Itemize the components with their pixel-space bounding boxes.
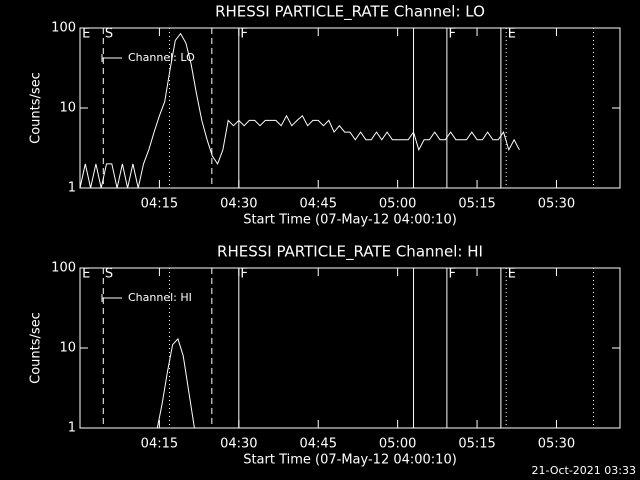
event-label: S (105, 267, 113, 282)
footer: 21-Oct-2021 03:33 (532, 464, 636, 477)
legend-label: Channel: LO (128, 51, 195, 64)
x-tick-label: 05:15 (458, 437, 495, 452)
legend-label: Channel: HI (128, 291, 192, 304)
chart-title: RHESSI PARTICLE_RATE Channel: HI (217, 243, 483, 262)
x-tick-label: 05:30 (538, 437, 575, 452)
event-label: F (240, 27, 247, 42)
event-label: E (508, 27, 516, 42)
y-tick-label: 10 (59, 341, 76, 356)
event-label: S (105, 27, 113, 42)
series-line (156, 337, 195, 429)
y-tick-label: 1 (68, 181, 76, 196)
event-label: E (82, 267, 90, 282)
y-tick-label: 10 (59, 101, 76, 116)
x-tick-label: 04:45 (300, 197, 337, 212)
y-tick-label: 1 (68, 421, 76, 436)
x-tick-label: 04:30 (220, 437, 257, 452)
x-tick-label: 05:00 (379, 437, 416, 452)
event-label: E (82, 27, 90, 42)
x-tick-label: 04:15 (141, 197, 178, 212)
x-tick-label: 05:30 (538, 197, 575, 212)
x-tick-label: 05:00 (379, 197, 416, 212)
y-tick-label: 100 (51, 261, 76, 276)
event-label: F (448, 27, 455, 42)
x-tick-label: 04:15 (141, 437, 178, 452)
event-label: F (448, 267, 455, 282)
x-tick-label: 05:15 (458, 197, 495, 212)
x-axis-label: Start Time (07-May-12 04:00:10) (243, 453, 457, 468)
y-tick-label: 100 (51, 21, 76, 36)
x-tick-label: 04:30 (220, 197, 257, 212)
series-line (79, 32, 520, 189)
x-tick-label: 04:45 (300, 437, 337, 452)
event-label: E (508, 267, 516, 282)
x-axis-label: Start Time (07-May-12 04:00:10) (243, 213, 457, 228)
y-axis-label: Counts/sec (29, 312, 44, 384)
y-axis-label: Counts/sec (29, 72, 44, 144)
event-label: F (240, 267, 247, 282)
chart-title: RHESSI PARTICLE_RATE Channel: LO (215, 3, 485, 22)
